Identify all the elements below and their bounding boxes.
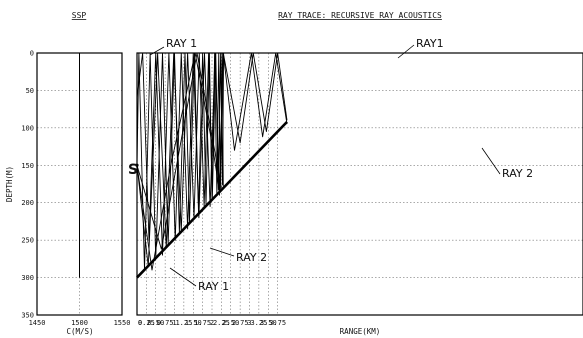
ssp-frame [36, 52, 123, 316]
depth-tick-label: 350 [21, 312, 34, 320]
ray-path [136, 52, 224, 256]
range-tick-label: 3 [247, 319, 251, 327]
ray-trace-title: RAY TRACE: RECURSIVE RAY ACOUSTICS [278, 11, 442, 20]
ray2-label-bottom: RAY 2 [236, 251, 267, 264]
range-tick-label: 1.75 [194, 319, 211, 327]
depth-tick-label: 200 [21, 199, 34, 207]
range-tick-label: 1.50 [185, 319, 202, 327]
range-axis-label: RANGE(KM) [340, 327, 381, 336]
range-tick-label: 2.50 [222, 319, 239, 327]
ray2-leader-bottom [209, 247, 235, 257]
range-tick-label: 1 [172, 319, 176, 327]
ray-path [136, 52, 220, 271]
range-tick-label: 2.25 [213, 319, 230, 327]
range-tick-label: 0.75 [157, 319, 174, 327]
range-tick-label: 1.25 [175, 319, 192, 327]
depth-tick-label: 100 [21, 124, 34, 132]
depth-tick-label: 50 [26, 87, 34, 95]
range-tick-label: 0.25 [138, 319, 155, 327]
ssp-speed-tick-label: 1450 [29, 319, 46, 327]
depth-axis-label: DEPTH(M) [5, 166, 14, 202]
ray-path [136, 52, 222, 250]
ray-frame [136, 52, 583, 316]
ray1-leader-top-right [397, 44, 415, 59]
range-tick-label: 3.75 [269, 319, 286, 327]
depth-tick-label: 150 [21, 162, 34, 170]
ray1-label-bottom: RAY 1 [198, 280, 229, 293]
ray-path [222, 52, 288, 144]
ray1-label-top-left: RAY 1 [166, 37, 197, 50]
ssp-speed-tick-label: 1550 [114, 319, 131, 327]
range-tick-label: 2.75 [232, 319, 249, 327]
range-tick-label: 0.50 [147, 319, 164, 327]
range-tick-label: 2 [210, 319, 214, 327]
range-tick-label: 0 [138, 319, 142, 327]
ray1-label-top-right: RAY1 [416, 37, 444, 50]
range-tick-label: 3.25 [250, 319, 267, 327]
ray-path [222, 52, 288, 151]
ssp-x-axis-label: C(M/S) [66, 327, 93, 336]
depth-tick-label: 0 [30, 50, 34, 58]
ray1-leader-top-left [149, 46, 165, 56]
ray1-leader-bottom [169, 267, 197, 287]
ssp-grid [37, 52, 122, 316]
range-tick-label: 3.50 [260, 319, 277, 327]
depth-tick-label: 300 [21, 274, 34, 282]
ssp-title: SSP [72, 11, 87, 20]
ssp-speed-tick-label: 1500 [71, 319, 88, 327]
source-label: S [128, 162, 138, 178]
ray2-label-right: RAY 2 [502, 167, 533, 180]
ray2-leader-right [481, 147, 501, 175]
depth-tick-label: 250 [21, 237, 34, 245]
